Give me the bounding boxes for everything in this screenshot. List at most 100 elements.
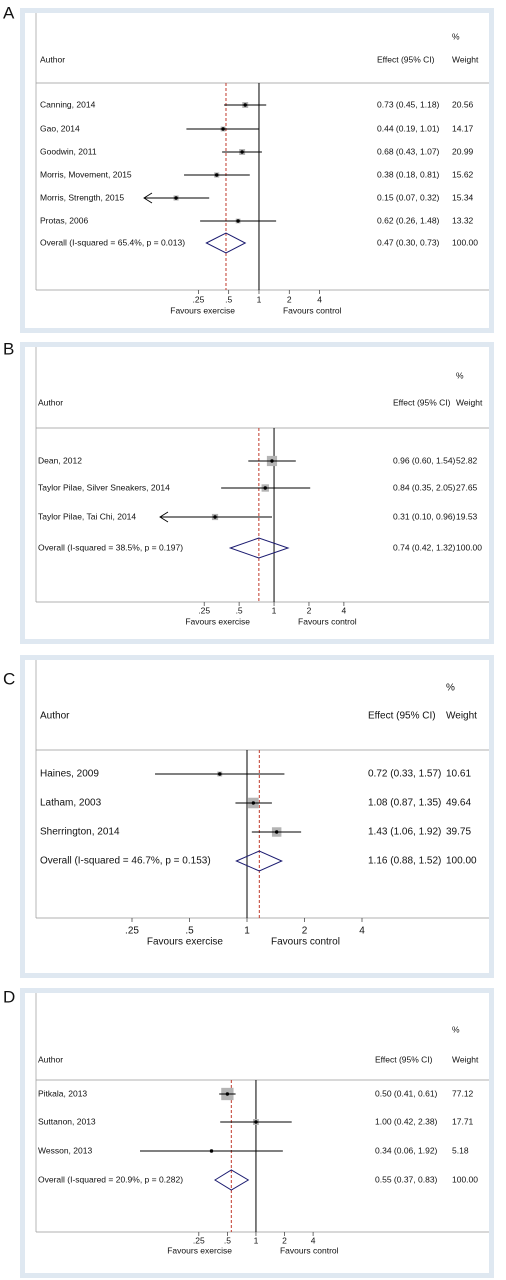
point-estimate <box>218 772 222 776</box>
x-tick-label: 1 <box>244 926 250 937</box>
effect-label: 0.50 (0.41, 0.61) <box>375 1088 438 1098</box>
effect-header: Effect (95% CI) <box>368 711 436 722</box>
point-estimate <box>236 219 240 223</box>
panel-area <box>25 13 489 328</box>
x-tick-label: 1 <box>272 605 277 615</box>
overall-effect-label: 1.16 (0.88, 1.52) <box>368 856 441 867</box>
x-tick-label: 1 <box>254 1235 259 1245</box>
x-tick-label: .5 <box>236 605 243 615</box>
panel-area <box>25 347 489 639</box>
overall-label: Overall (I-squared = 46.7%, p = 0.153) <box>40 856 211 867</box>
weight-header: % <box>452 31 460 41</box>
weight-title: Weight <box>452 1054 479 1064</box>
study-label: Sherrington, 2014 <box>40 827 120 838</box>
overall-effect-label: 0.47 (0.30, 0.73) <box>377 237 440 247</box>
panel-label: D <box>3 987 15 1006</box>
point-estimate <box>243 103 247 107</box>
x-label-left: Favours exercise <box>170 305 235 315</box>
overall-diamond <box>228 537 290 559</box>
study-label: Pitkala, 2013 <box>38 1088 87 1098</box>
effect-label: 1.08 (0.87, 1.35) <box>368 798 441 809</box>
author-header: Author <box>38 1054 63 1064</box>
study-label: Goodwin, 2011 <box>40 146 97 156</box>
effect-label: 0.96 (0.60, 1.54) <box>393 455 456 465</box>
x-tick-label: 1 <box>257 294 262 304</box>
panel-area <box>25 993 489 1273</box>
point-estimate <box>213 515 217 519</box>
ci-arrow <box>143 192 153 204</box>
panel-area <box>25 660 489 973</box>
x-label-right: Favours control <box>298 616 357 626</box>
x-label-left: Favours exercise <box>167 1245 232 1255</box>
weight-label: 20.99 <box>452 146 474 156</box>
weight-label: 14.17 <box>452 123 474 133</box>
overall-weight-label: 100.00 <box>446 856 477 867</box>
x-tick-label: 2 <box>302 926 308 937</box>
effect-label: 0.38 (0.18, 0.81) <box>377 169 440 179</box>
study-label: Protas, 2006 <box>40 215 88 225</box>
overall-weight-label: 100.00 <box>452 237 478 247</box>
effect-label: 0.44 (0.19, 1.01) <box>377 123 440 133</box>
effect-label: 0.84 (0.35, 2.05) <box>393 482 456 492</box>
study-label: Latham, 2003 <box>40 798 102 809</box>
study-label: Suttanon, 2013 <box>38 1116 96 1126</box>
weight-label: 15.62 <box>452 169 474 179</box>
effect-label: 0.68 (0.43, 1.07) <box>377 146 440 156</box>
weight-title: Weight <box>456 397 483 407</box>
overall-weight-label: 100.00 <box>456 542 482 552</box>
panel-label: B <box>3 339 14 358</box>
point-estimate <box>221 127 225 131</box>
study-label: Dean, 2012 <box>38 455 82 465</box>
weight-header: % <box>446 683 455 694</box>
x-tick-label: 4 <box>342 605 347 615</box>
point-estimate <box>174 196 178 200</box>
overall-effect-label: 0.74 (0.42, 1.32) <box>393 542 456 552</box>
weight-label: 20.56 <box>452 99 474 109</box>
point-estimate <box>225 1092 230 1096</box>
effect-label: 1.43 (1.06, 1.92) <box>368 827 441 838</box>
weight-label: 49.64 <box>446 798 471 809</box>
overall-label: Overall (I-squared = 38.5%, p = 0.197) <box>38 542 183 552</box>
panel-label: C <box>3 669 15 688</box>
effect-label: 1.00 (0.42, 2.38) <box>375 1116 438 1126</box>
study-label: Canning, 2014 <box>40 99 96 109</box>
x-tick-label: 2 <box>307 605 312 615</box>
x-label-right: Favours control <box>283 305 342 315</box>
point-estimate <box>254 1120 258 1124</box>
overall-effect-label: 0.55 (0.37, 0.83) <box>375 1174 438 1184</box>
x-label-left: Favours exercise <box>147 937 224 948</box>
weight-label: 27.65 <box>456 482 478 492</box>
effect-label: 0.34 (0.06, 1.92) <box>375 1145 438 1155</box>
weight-label: 5.18 <box>452 1145 469 1155</box>
study-label: Taylor Pilae, Silver Sneakers, 2014 <box>38 482 170 492</box>
author-header: Author <box>38 397 63 407</box>
weight-label: 13.32 <box>452 215 474 225</box>
weight-label: 17.71 <box>452 1116 474 1126</box>
study-label: Morris, Movement, 2015 <box>40 169 132 179</box>
weight-label: 77.12 <box>452 1088 474 1098</box>
study-label: Wesson, 2013 <box>38 1145 92 1155</box>
point-estimate <box>270 459 274 463</box>
x-tick-label: .25 <box>125 926 139 937</box>
x-tick-label: .5 <box>224 1235 231 1245</box>
point-estimate <box>274 830 279 834</box>
effect-header: Effect (95% CI) <box>375 1054 433 1064</box>
study-label: Morris, Strength, 2015 <box>40 192 124 202</box>
x-tick-label: .25 <box>192 294 204 304</box>
x-tick-label: .5 <box>185 926 194 937</box>
overall-label: Overall (I-squared = 20.9%, p = 0.282) <box>38 1174 183 1184</box>
x-tick-label: .25 <box>198 605 210 615</box>
weight-label: 15.34 <box>452 192 474 202</box>
weight-label: 39.75 <box>446 827 471 838</box>
point-estimate <box>251 801 256 805</box>
author-header: Author <box>40 711 70 722</box>
effect-label: 0.31 (0.10, 0.96) <box>393 511 456 521</box>
overall-diamond <box>205 232 247 254</box>
effect-label: 0.62 (0.26, 1.48) <box>377 215 440 225</box>
point-estimate <box>263 486 267 490</box>
weight-header: % <box>452 1024 460 1034</box>
effect-label: 0.15 (0.07, 0.32) <box>377 192 440 202</box>
ci-arrow <box>159 511 169 523</box>
x-label-right: Favours control <box>271 937 340 948</box>
